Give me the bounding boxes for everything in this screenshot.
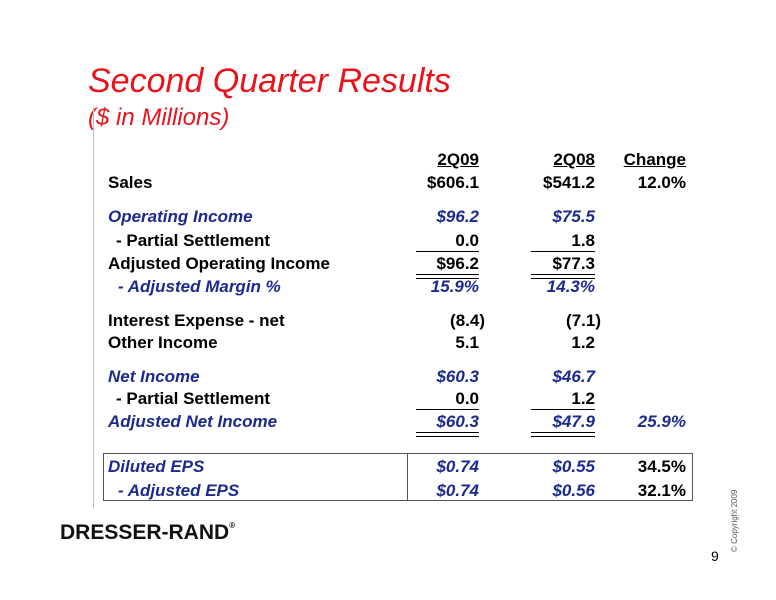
underline-op-2q08 <box>531 251 595 252</box>
row-label-adjusted-operating-income: Adjusted Operating Income <box>108 254 330 273</box>
double-underline-op-2q09 <box>416 274 479 279</box>
adjusted-operating-income-2q09: $96.2 <box>436 254 479 273</box>
page-subtitle: ($ in Millions) <box>88 104 230 131</box>
dresser-rand-logo: DRESSER-RAND® <box>60 521 236 544</box>
operating-income-2q09: $96.2 <box>436 207 479 226</box>
copyright-notice: © Copyright 2009 <box>730 489 739 552</box>
row-label-adjusted-eps: - Adjusted EPS <box>118 481 240 500</box>
net-income-2q09: $60.3 <box>436 367 479 386</box>
row-label-sales: Sales <box>108 173 153 192</box>
net-income-2q08: $46.7 <box>552 367 595 386</box>
page-title: Second Quarter Results <box>88 62 451 100</box>
other-income-2q08: 1.2 <box>571 333 595 352</box>
adjusted-margin-2q08: 14.3% <box>546 277 595 296</box>
left-bracket-line <box>93 108 94 508</box>
partial-settlement-2-2q08: 1.2 <box>571 389 595 408</box>
sales-change: 12.0% <box>637 173 686 192</box>
sales-2q09: $606.1 <box>427 173 479 192</box>
interest-expense-2q08: (7.1) <box>566 311 601 330</box>
header-2q08: 2Q08 <box>553 150 595 169</box>
interest-expense-2q09: (8.4) <box>450 311 485 330</box>
partial-settlement-2-2q09: 0.0 <box>455 389 479 408</box>
adjusted-net-income-change: 25.9% <box>637 412 686 431</box>
double-underline-op-2q08 <box>531 274 595 279</box>
row-label-adjusted-net-income: Adjusted Net Income <box>108 412 278 431</box>
row-label-diluted-eps: Diluted EPS <box>108 457 205 476</box>
other-income-2q09: 5.1 <box>455 333 479 352</box>
adjusted-net-income-2q09: $60.3 <box>436 412 479 431</box>
header-2q09: 2Q09 <box>437 150 479 169</box>
row-label-operating-income: Operating Income <box>108 207 253 226</box>
row-label-adjusted-margin: - Adjusted Margin % <box>118 277 281 296</box>
adjusted-operating-income-2q08: $77.3 <box>552 254 595 273</box>
adjusted-eps-2q08: $0.56 <box>552 481 595 500</box>
eps-box-divider <box>407 453 408 501</box>
row-label-interest-expense: Interest Expense - net <box>108 311 285 330</box>
adjusted-eps-change: 32.1% <box>637 481 686 500</box>
adjusted-margin-2q09: 15.9% <box>430 277 479 296</box>
underline-net-2q08 <box>531 409 595 410</box>
operating-income-2q08: $75.5 <box>552 207 595 226</box>
diluted-eps-2q09: $0.74 <box>436 457 479 476</box>
double-underline-net-2q09 <box>416 432 479 437</box>
partial-settlement-2q08: 1.8 <box>571 231 595 250</box>
row-label-partial-settlement: - Partial Settlement <box>116 231 270 250</box>
eps-box <box>103 453 693 501</box>
diluted-eps-change: 34.5% <box>637 457 686 476</box>
underline-op-2q09 <box>416 251 479 252</box>
double-underline-net-2q08 <box>531 432 595 437</box>
row-label-partial-settlement-2: - Partial Settlement <box>116 389 270 408</box>
partial-settlement-2q09: 0.0 <box>455 231 479 250</box>
page-number: 9 <box>711 548 719 564</box>
diluted-eps-2q08: $0.55 <box>552 457 595 476</box>
row-label-other-income: Other Income <box>108 333 218 352</box>
sales-2q08: $541.2 <box>543 173 595 192</box>
adjusted-eps-2q09: $0.74 <box>436 481 479 500</box>
row-label-net-income: Net Income <box>108 367 200 386</box>
adjusted-net-income-2q08: $47.9 <box>552 412 595 431</box>
header-change: Change <box>623 150 686 169</box>
underline-net-2q09 <box>416 409 479 410</box>
